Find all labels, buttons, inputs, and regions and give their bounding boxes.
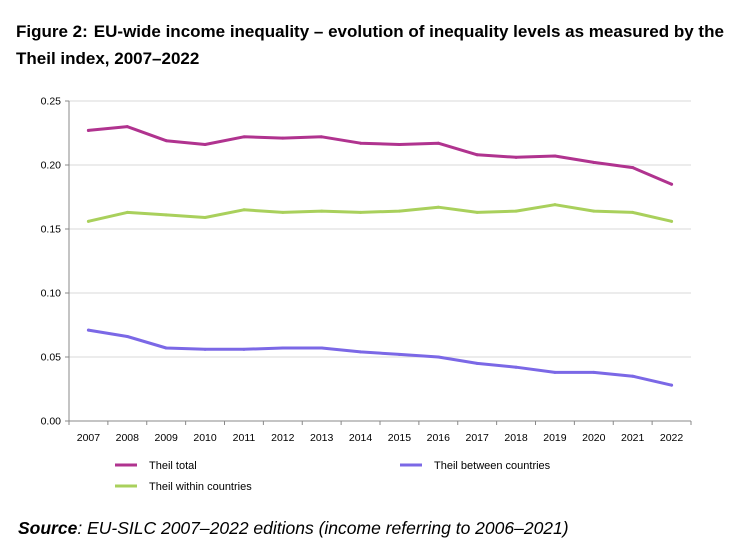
data-point xyxy=(86,219,90,223)
y-tick-label: 0.05 xyxy=(41,352,62,364)
series-line-theil-between-countries xyxy=(86,328,674,387)
data-point xyxy=(125,210,129,214)
data-point xyxy=(631,374,635,378)
data-point xyxy=(553,154,557,158)
y-tick-label: 0.15 xyxy=(41,224,62,236)
data-point xyxy=(164,213,168,217)
x-tick-label: 2018 xyxy=(504,432,528,444)
data-point xyxy=(553,370,557,374)
x-tick-label: 2008 xyxy=(116,432,140,444)
x-tick-label: 2012 xyxy=(271,432,295,444)
legend: Theil total Theil between countries Theil … xyxy=(115,460,551,493)
legend-label-theil-total: Theil total xyxy=(149,460,197,472)
y-tick-label: 0.25 xyxy=(41,96,62,108)
data-point xyxy=(203,215,207,219)
data-point xyxy=(592,160,596,164)
chart-title: Figure 2: EU-wide income inequality – evo… xyxy=(16,18,741,72)
y-tick-label: 0.10 xyxy=(41,288,62,300)
gridlines xyxy=(69,100,691,358)
data-point xyxy=(436,355,440,359)
data-point xyxy=(164,139,168,143)
data-point xyxy=(670,182,674,186)
data-point xyxy=(242,135,246,139)
figure-label: Figure 2: xyxy=(16,22,88,41)
x-tick-label: 2013 xyxy=(310,432,334,444)
data-point xyxy=(397,143,401,147)
data-point xyxy=(320,209,324,213)
data-point xyxy=(86,328,90,332)
data-point xyxy=(320,135,324,139)
data-point xyxy=(397,352,401,356)
x-tick-label: 2010 xyxy=(193,432,217,444)
data-point xyxy=(359,210,363,214)
data-point xyxy=(670,219,674,223)
data-point xyxy=(436,205,440,209)
source-note: Source: EU-SILC 2007–2022 editions (inco… xyxy=(18,518,569,539)
x-tick-label: 2011 xyxy=(233,432,256,444)
source-text: : EU-SILC 2007–2022 editions (income ref… xyxy=(77,518,569,538)
data-point xyxy=(281,210,285,214)
data-point xyxy=(514,209,518,213)
source-label: Source xyxy=(18,518,78,538)
data-point xyxy=(475,210,479,214)
data-point xyxy=(203,347,207,351)
x-tick-label: 2015 xyxy=(388,432,412,444)
x-axis-ticks: 2007 2008 2009 2010 2011 2012 2013 2014 2015 2016… xyxy=(68,421,692,444)
data-point xyxy=(631,210,635,214)
x-tick-label: 2009 xyxy=(155,432,179,444)
data-point xyxy=(514,155,518,159)
x-tick-label: 2019 xyxy=(543,432,567,444)
data-point xyxy=(514,365,518,369)
data-point xyxy=(320,346,324,350)
figure-title-text: EU-wide income inequality – evolution of… xyxy=(16,22,724,68)
data-point xyxy=(125,125,129,129)
data-point xyxy=(670,383,674,387)
legend-label-theil-within-countries: Theil within countries xyxy=(149,481,252,493)
x-tick-label: 2007 xyxy=(77,432,101,444)
series-lines xyxy=(86,125,674,387)
data-point xyxy=(475,361,479,365)
data-point xyxy=(475,153,479,157)
y-tick-label: 0.20 xyxy=(41,160,62,172)
data-point xyxy=(592,209,596,213)
legend-label-theil-between-countries: Theil between countries xyxy=(434,460,551,472)
data-point xyxy=(164,346,168,350)
data-point xyxy=(359,141,363,145)
y-tick-label: 0.00 xyxy=(41,416,62,428)
data-point xyxy=(359,350,363,354)
data-point xyxy=(631,166,635,170)
data-point xyxy=(553,203,557,207)
data-point xyxy=(125,335,129,339)
y-axis-ticks: 0.00 0.05 0.10 0.15 0.20 0.25 xyxy=(41,96,69,428)
series-line-theil-total xyxy=(86,125,674,186)
data-point xyxy=(592,370,596,374)
data-point xyxy=(436,141,440,145)
data-point xyxy=(281,346,285,350)
x-tick-label: 2020 xyxy=(582,432,606,444)
data-point xyxy=(203,143,207,147)
x-tick-label: 2017 xyxy=(466,432,490,444)
data-point xyxy=(397,209,401,213)
x-tick-label: 2016 xyxy=(427,432,451,444)
data-point xyxy=(242,208,246,212)
x-tick-label: 2021 xyxy=(621,432,645,444)
x-tick-label: 2022 xyxy=(660,432,684,444)
data-point xyxy=(86,128,90,132)
x-tick-label: 2014 xyxy=(349,432,373,444)
data-point xyxy=(242,347,246,351)
series-line-theil-within-countries xyxy=(86,203,674,223)
data-point xyxy=(281,136,285,140)
